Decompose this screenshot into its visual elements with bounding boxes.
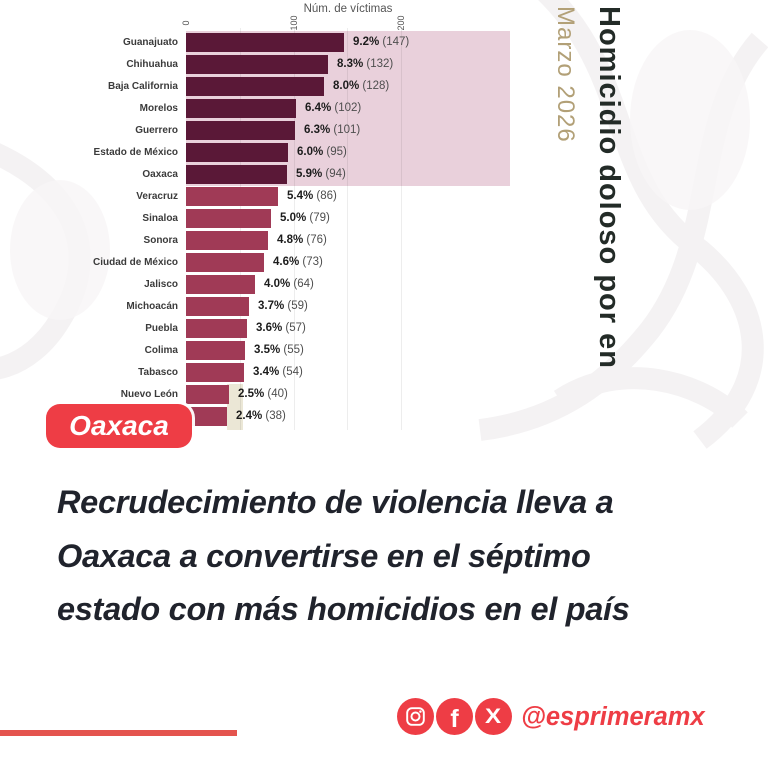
bar <box>186 341 245 360</box>
value-label: 3.7% (59) <box>258 300 308 312</box>
bar <box>186 165 287 184</box>
value-label: 4.6% (73) <box>273 256 323 268</box>
value-label: 4.0% (64) <box>264 278 314 290</box>
chart-axis-title: Núm. de víctimas <box>303 3 393 15</box>
chart-date-label: Marzo 2026 <box>552 6 579 143</box>
x-glyph: X <box>485 704 502 728</box>
headline-line-1: Recrudecimiento de violencia lleva a <box>57 484 614 520</box>
bar <box>186 33 344 52</box>
chart-tick-label: 0 <box>181 20 191 26</box>
headline-line-2: Oaxaca a convertirse en el séptimo <box>57 537 591 574</box>
state-label: Michoacán <box>126 301 178 312</box>
bar <box>186 77 324 96</box>
value-label: 3.4% (54) <box>253 366 303 378</box>
chart-row: Sinaloa 5.0% (79) <box>0 209 768 228</box>
value-label: 9.2% (147) <box>353 36 410 48</box>
value-label: 5.4% (86) <box>287 190 337 202</box>
bar <box>186 297 249 316</box>
state-label: Ciudad de México <box>92 257 178 268</box>
chart-row: Chihuahua 8.3% (132) <box>0 55 768 74</box>
topic-tag: Oaxaca <box>46 404 192 448</box>
chart-row: Puebla 3.6% (57) <box>0 319 768 338</box>
headline: Recrudecimiento de violencia lleva a Oax… <box>57 476 630 637</box>
facebook-icon[interactable]: f <box>436 698 473 735</box>
bar <box>186 385 229 404</box>
state-label: Estado de México <box>93 147 178 158</box>
chart-row: Baja California 8.0% (128) <box>0 77 768 96</box>
bar <box>186 275 255 294</box>
value-label: 5.9% (94) <box>296 168 346 180</box>
state-label: Nuevo León <box>120 389 178 400</box>
chart-row: Michoacán 3.7% (59) <box>0 297 768 316</box>
bar <box>186 209 271 228</box>
chart-gridline <box>293 28 295 430</box>
state-label: Guerrero <box>135 125 178 136</box>
state-label: Oaxaca <box>142 169 178 180</box>
social-handle[interactable]: @esprimeramx <box>521 703 705 731</box>
chart-row: Ciudad de México 4.6% (73) <box>0 253 768 272</box>
value-label: 8.3% (132) <box>337 58 394 70</box>
value-label: 4.8% (76) <box>277 234 327 246</box>
chart-row: Guerrero 6.3% (101) <box>0 121 768 140</box>
bar <box>186 363 244 382</box>
chart-rows: Guanajuato 9.2% (147) Chihuahua 8.3% (132) B… <box>0 33 768 426</box>
value-label: 3.6% (57) <box>256 322 306 334</box>
background-watermark <box>0 0 768 449</box>
bar <box>186 407 227 426</box>
value-label: 6.4% (102) <box>305 102 362 114</box>
state-label: Colima <box>144 345 178 356</box>
state-label: Guanajuato <box>122 37 178 48</box>
state-label: Jalisco <box>144 279 178 290</box>
value-label: 2.4% (38) <box>236 410 286 422</box>
chart-row: Sonora 4.8% (76) <box>0 231 768 250</box>
chart-row: Morelos 6.4% (102) <box>0 99 768 118</box>
value-label: 6.3% (101) <box>304 124 361 136</box>
chart-row: 2.4% (38) <box>0 407 768 426</box>
chart-row: Colima 3.5% (55) <box>0 341 768 360</box>
chart-row: Oaxaca 5.9% (94) <box>0 165 768 184</box>
state-label: Veracruz <box>136 191 178 202</box>
state-label: Sinaloa <box>142 213 178 224</box>
x-icon[interactable]: X <box>475 698 512 735</box>
state-label: Tabasco <box>138 367 178 378</box>
chart-tick-label: 100 <box>288 15 299 31</box>
headline-line-3: estado con más homicidios en el país <box>57 591 630 627</box>
state-label: Baja California <box>107 81 178 92</box>
chart-row: Estado de México 6.0% (95) <box>0 143 768 162</box>
chart-gridline <box>239 28 241 430</box>
bottom-accent-line <box>0 730 237 736</box>
state-label: Puebla <box>145 323 178 334</box>
value-label: 6.0% (95) <box>297 146 347 158</box>
bar <box>186 99 296 118</box>
bar <box>186 143 288 162</box>
value-label: 5.0% (79) <box>280 212 330 224</box>
chart-gridline <box>347 28 349 430</box>
chart-row: Guanajuato 9.2% (147) <box>0 33 768 52</box>
chart-section: Núm. de víctimas 0 100 200 Guanajuato 9.2% … <box>0 0 768 449</box>
chart-secondary-highlight <box>227 384 243 430</box>
state-label: Chihuahua <box>126 59 178 70</box>
facebook-glyph: f <box>450 704 459 733</box>
chart-gridline <box>401 28 402 430</box>
chart-row: Tabasco 3.4% (54) <box>0 363 768 382</box>
bar <box>186 121 295 140</box>
bar <box>186 55 328 74</box>
state-label: Sonora <box>143 235 178 246</box>
bar <box>186 231 268 250</box>
chart-row: Veracruz 5.4% (86) <box>0 187 768 206</box>
value-label: 3.5% (55) <box>254 344 304 356</box>
chart-row: Jalisco 4.0% (64) <box>0 275 768 294</box>
instagram-icon[interactable] <box>397 698 434 735</box>
chart-vertical-title: Homicidio doloso por en <box>593 6 625 369</box>
value-label: 2.5% (40) <box>238 388 288 400</box>
bar <box>186 319 247 338</box>
chart-row: Nuevo León 2.5% (40) <box>0 385 768 404</box>
chart-tick-label: 200 <box>396 15 406 31</box>
state-label: Morelos <box>139 103 178 114</box>
bar <box>186 187 278 206</box>
value-label: 8.0% (128) <box>333 80 390 92</box>
social-icons: f X <box>397 698 512 735</box>
bar <box>186 253 264 272</box>
